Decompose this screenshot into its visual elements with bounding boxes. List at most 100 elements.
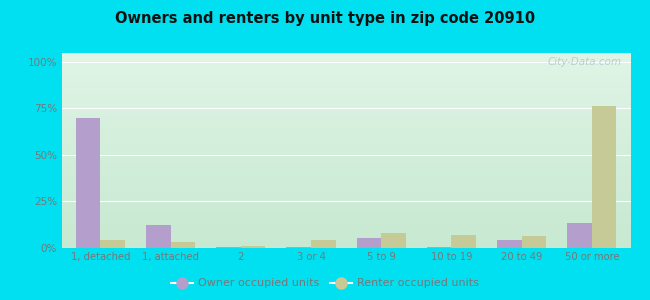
Bar [62, 243, 630, 244]
Bar [62, 65, 630, 66]
Bar [62, 191, 630, 192]
Bar [62, 123, 630, 124]
Bar [62, 124, 630, 126]
Bar [62, 128, 630, 130]
Bar [62, 176, 630, 177]
Bar [62, 108, 630, 109]
Bar [62, 222, 630, 223]
Bar [62, 208, 630, 209]
Bar [62, 96, 630, 97]
Bar [62, 241, 630, 242]
Bar [62, 116, 630, 117]
Bar [62, 59, 630, 60]
Bar [62, 162, 630, 163]
Bar [62, 219, 630, 220]
Bar [62, 201, 630, 202]
Bar [62, 193, 630, 194]
Bar [62, 74, 630, 75]
Bar [62, 76, 630, 77]
Text: Owners and renters by unit type in zip code 20910: Owners and renters by unit type in zip c… [115, 11, 535, 26]
Bar [62, 153, 630, 154]
Bar [62, 68, 630, 69]
Bar [62, 91, 630, 92]
Bar [62, 53, 630, 54]
Bar [62, 80, 630, 81]
Bar [62, 158, 630, 159]
Bar [62, 62, 630, 63]
Bar [62, 98, 630, 99]
Bar [62, 114, 630, 115]
Bar [62, 237, 630, 238]
Bar [62, 170, 630, 171]
Bar [62, 173, 630, 174]
Bar [62, 220, 630, 221]
Bar [62, 126, 630, 127]
Bar [62, 147, 630, 148]
Bar [62, 238, 630, 239]
Bar [62, 57, 630, 58]
Bar [62, 175, 630, 176]
Bar [62, 181, 630, 182]
Bar [62, 199, 630, 200]
Bar [62, 159, 630, 160]
Bar [62, 180, 630, 181]
Bar [62, 149, 630, 150]
Bar [62, 135, 630, 136]
Bar [62, 121, 630, 122]
Legend: Owner occupied units, Renter occupied units: Owner occupied units, Renter occupied un… [167, 274, 483, 293]
Bar [62, 179, 630, 180]
Bar [62, 196, 630, 197]
Bar [62, 79, 630, 80]
Bar [62, 87, 630, 88]
Bar [216, 247, 240, 248]
Bar [62, 200, 630, 201]
Bar [62, 215, 630, 216]
Text: City-Data.com: City-Data.com [548, 57, 622, 68]
Bar [452, 235, 476, 248]
Bar [62, 61, 630, 62]
Bar [62, 103, 630, 104]
Bar [76, 118, 100, 248]
Bar [62, 134, 630, 135]
Bar [62, 167, 630, 169]
Bar [62, 228, 630, 229]
Bar [62, 240, 630, 241]
Bar [62, 56, 630, 57]
Bar [62, 73, 630, 74]
Bar [62, 131, 630, 132]
Bar [62, 58, 630, 59]
Bar [62, 100, 630, 101]
Bar [62, 70, 630, 71]
Bar [62, 139, 630, 140]
Bar [62, 95, 630, 96]
Bar [62, 84, 630, 85]
Bar [62, 225, 630, 226]
Bar [62, 140, 630, 141]
Bar [62, 145, 630, 146]
Bar [62, 119, 630, 120]
Bar [62, 221, 630, 222]
Bar [62, 122, 630, 123]
Bar [62, 226, 630, 227]
Bar [62, 233, 630, 234]
Bar [62, 247, 630, 248]
Bar [62, 92, 630, 93]
Bar [62, 89, 630, 91]
Bar [62, 151, 630, 152]
Bar [62, 54, 630, 56]
Bar [62, 216, 630, 217]
Bar [62, 174, 630, 175]
Bar [62, 198, 630, 199]
Bar [62, 107, 630, 108]
Bar [62, 150, 630, 151]
Bar [62, 115, 630, 116]
Bar [62, 187, 630, 188]
Bar [62, 83, 630, 84]
Bar [62, 186, 630, 187]
Bar [62, 106, 630, 107]
Bar [62, 195, 630, 196]
Bar [62, 88, 630, 89]
Bar [62, 194, 630, 195]
Bar [62, 71, 630, 72]
Bar [62, 169, 630, 170]
